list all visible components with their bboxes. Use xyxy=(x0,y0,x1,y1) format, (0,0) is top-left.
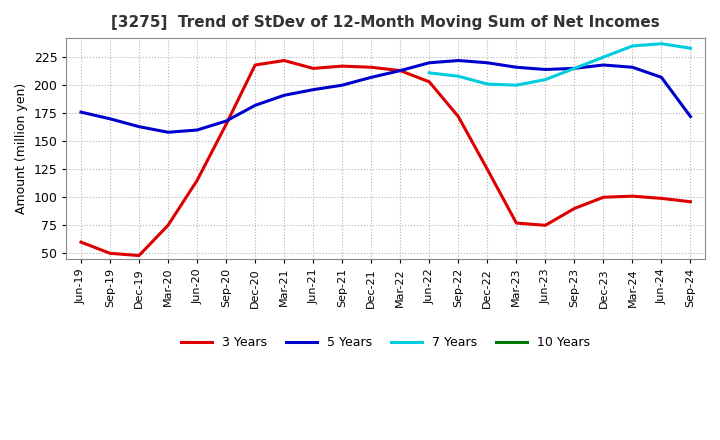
3 Years xyxy=(163,223,172,228)
5 Years xyxy=(454,58,463,63)
5 Years xyxy=(686,114,695,119)
3 Years xyxy=(570,206,579,211)
5 Years xyxy=(135,124,143,129)
3 Years xyxy=(657,196,666,201)
5 Years xyxy=(483,60,492,66)
5 Years xyxy=(251,103,259,108)
3 Years xyxy=(76,239,85,245)
3 Years xyxy=(396,68,405,73)
5 Years xyxy=(628,65,636,70)
3 Years xyxy=(280,58,289,63)
5 Years xyxy=(222,118,230,124)
3 Years xyxy=(686,199,695,205)
3 Years xyxy=(106,251,114,256)
3 Years xyxy=(454,114,463,119)
3 Years xyxy=(338,63,346,69)
3 Years xyxy=(222,122,230,127)
3 Years xyxy=(483,167,492,172)
5 Years xyxy=(570,66,579,71)
5 Years xyxy=(396,68,405,73)
Y-axis label: Amount (million yen): Amount (million yen) xyxy=(15,83,28,214)
3 Years xyxy=(541,223,549,228)
5 Years xyxy=(280,93,289,98)
7 Years xyxy=(483,81,492,87)
7 Years xyxy=(599,55,608,60)
3 Years xyxy=(512,220,521,226)
5 Years xyxy=(163,130,172,135)
5 Years xyxy=(367,75,376,80)
5 Years xyxy=(512,65,521,70)
3 Years xyxy=(135,253,143,258)
7 Years xyxy=(541,77,549,82)
3 Years xyxy=(425,79,433,84)
Line: 5 Years: 5 Years xyxy=(81,61,690,132)
7 Years xyxy=(512,83,521,88)
3 Years xyxy=(367,65,376,70)
3 Years xyxy=(309,66,318,71)
5 Years xyxy=(425,60,433,66)
3 Years xyxy=(251,62,259,68)
Line: 7 Years: 7 Years xyxy=(429,44,690,85)
3 Years xyxy=(193,178,202,183)
7 Years xyxy=(454,73,463,79)
5 Years xyxy=(76,110,85,115)
Title: [3275]  Trend of StDev of 12-Month Moving Sum of Net Incomes: [3275] Trend of StDev of 12-Month Moving… xyxy=(112,15,660,30)
7 Years xyxy=(425,70,433,76)
5 Years xyxy=(106,116,114,121)
5 Years xyxy=(309,87,318,92)
5 Years xyxy=(338,83,346,88)
5 Years xyxy=(599,62,608,68)
3 Years xyxy=(599,194,608,200)
7 Years xyxy=(628,43,636,48)
7 Years xyxy=(686,46,695,51)
7 Years xyxy=(570,66,579,71)
Line: 3 Years: 3 Years xyxy=(81,61,690,256)
5 Years xyxy=(657,75,666,80)
5 Years xyxy=(541,67,549,72)
5 Years xyxy=(193,127,202,132)
3 Years xyxy=(628,194,636,199)
Legend: 3 Years, 5 Years, 7 Years, 10 Years: 3 Years, 5 Years, 7 Years, 10 Years xyxy=(176,331,595,354)
7 Years xyxy=(657,41,666,46)
